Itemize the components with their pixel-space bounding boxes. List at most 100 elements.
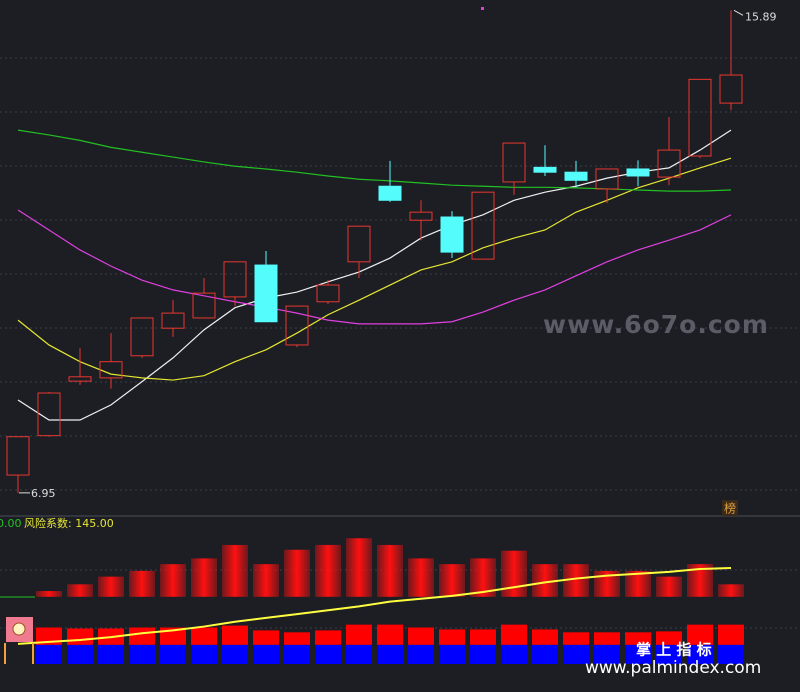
stack-bar [687, 624, 713, 645]
watermark: www.6o7o.com [543, 310, 769, 339]
candle-body [161, 312, 185, 329]
risk-bar [222, 544, 248, 597]
badge-text: 榜 [724, 501, 736, 516]
indicator-title: 风险系数: 145.00 [24, 516, 114, 530]
candle-body [688, 78, 712, 157]
candle-body [440, 216, 464, 253]
stack-bar [718, 624, 744, 645]
risk-bar [439, 564, 465, 597]
risk-bar [377, 544, 403, 597]
candle-body [6, 436, 30, 476]
stack-bar [315, 630, 341, 645]
candle-body [719, 74, 743, 104]
stack-bar [36, 627, 62, 645]
stack-bar [129, 627, 155, 645]
stack-bar [501, 644, 527, 664]
risk-bar [36, 591, 62, 597]
risk-bar [284, 549, 310, 597]
candle-body [254, 264, 278, 323]
candle-body [502, 142, 526, 183]
candle-body [285, 305, 309, 346]
stack-bar [439, 629, 465, 645]
grid [0, 57, 800, 629]
stack-bar [532, 644, 558, 664]
stack-bar [563, 644, 589, 664]
stack-bar [98, 644, 124, 664]
candle-body [192, 292, 216, 319]
risk-bar [160, 564, 186, 597]
stack-bar [532, 629, 558, 645]
candle-body [533, 166, 557, 173]
risk-bar [315, 544, 341, 597]
candle-body [409, 211, 433, 221]
stack-bar [656, 631, 682, 645]
candle-body [564, 171, 588, 181]
candle-body [68, 376, 92, 382]
stack-bar [222, 625, 248, 645]
price-panel: 15.89 6.95 [6, 9, 777, 500]
risk-bar [656, 576, 682, 597]
stack-bar [625, 632, 651, 645]
candle-body [626, 168, 650, 177]
stack-bar [563, 632, 589, 645]
stack-bar [470, 629, 496, 645]
stack-bar [222, 644, 248, 664]
stack-bar [67, 628, 93, 645]
candle-body [223, 261, 247, 298]
brand-text: 掌 上 指 标 [636, 641, 712, 659]
risk-bar [129, 570, 155, 597]
ma-line [17, 157, 732, 381]
candle-body [37, 392, 61, 437]
risk-bar [253, 564, 279, 597]
risk-bar [67, 584, 93, 597]
candle-body [471, 191, 495, 260]
stack-bar [191, 644, 217, 664]
icon-coin [12, 622, 26, 636]
stack-bar [501, 624, 527, 645]
risk-bar [346, 538, 372, 597]
stack-bar [67, 644, 93, 664]
stack-bar [36, 644, 62, 664]
stack-bar [284, 632, 310, 645]
stack-bar [160, 644, 186, 664]
stack-bar [315, 644, 341, 664]
stack-bar [408, 644, 434, 664]
candle-body [657, 149, 681, 178]
candle-body [595, 168, 619, 190]
indicator-line [17, 567, 732, 645]
risk-bar [501, 550, 527, 597]
low-label: 6.95 [31, 487, 56, 500]
indicator-panel [17, 538, 744, 664]
indicator-value: 0.00 [0, 517, 22, 530]
stack-bar [625, 644, 651, 664]
candle-body [316, 284, 340, 303]
stack-bar [594, 644, 620, 664]
risk-bar [718, 584, 744, 597]
risk-bar [191, 558, 217, 597]
stack-bar [408, 627, 434, 645]
high-arrow [733, 9, 744, 16]
marker-dot [481, 7, 484, 10]
stack-bar [253, 644, 279, 664]
stack-bar [284, 644, 310, 664]
candle-body [378, 185, 402, 201]
stack-bar [470, 644, 496, 664]
stack-bar [377, 644, 403, 664]
stack-bar [656, 644, 682, 664]
stack-bar [377, 624, 403, 645]
stack-bar [346, 624, 372, 645]
risk-bar [408, 558, 434, 597]
candle-body [347, 225, 371, 263]
stack-bar [129, 644, 155, 664]
risk-bar [98, 576, 124, 597]
stack-bar [687, 644, 713, 664]
stack-bar [594, 632, 620, 645]
stack-bar [439, 644, 465, 664]
ma-line [17, 129, 732, 192]
stack-bar [253, 630, 279, 645]
candle-body [99, 361, 123, 379]
ma-line [17, 129, 732, 421]
brand-url: www.palmindex.com [585, 658, 761, 678]
badge [722, 500, 738, 516]
